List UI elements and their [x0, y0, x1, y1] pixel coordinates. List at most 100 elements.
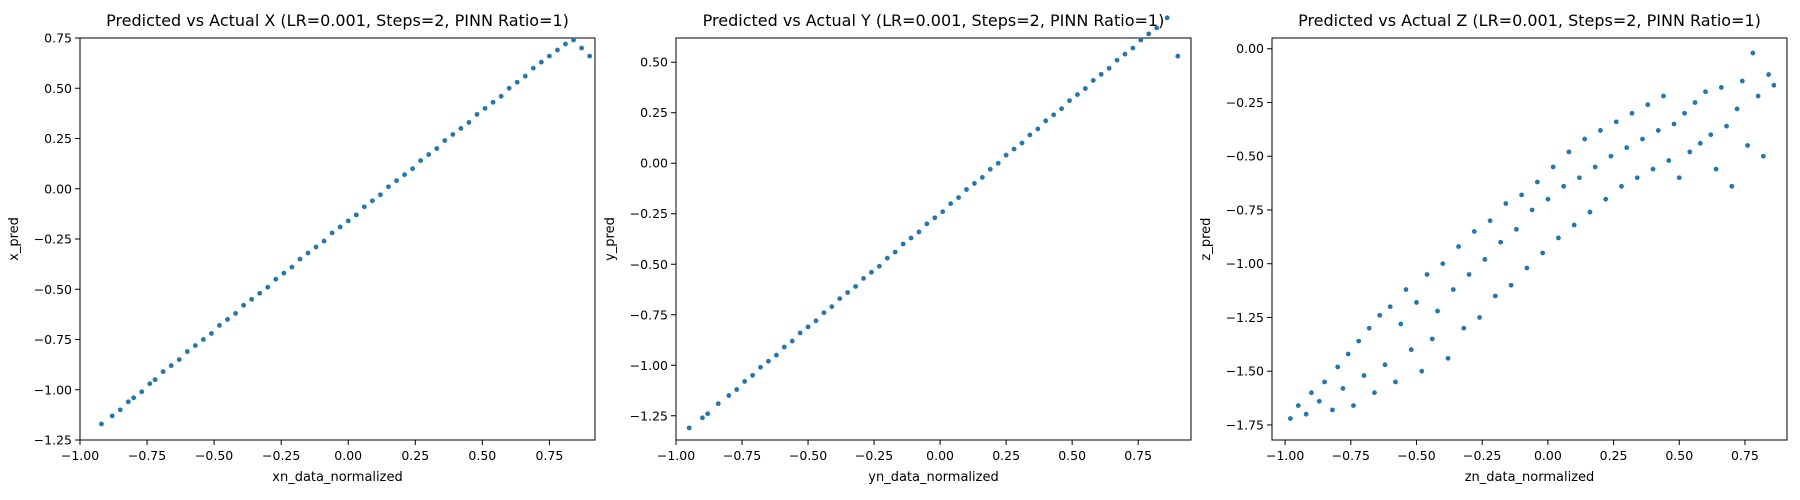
data-point	[1529, 207, 1535, 213]
data-point	[168, 363, 174, 369]
y-tick-label: −1.25	[34, 433, 72, 448]
data-point	[498, 93, 504, 99]
y-tick-label: −1.00	[1226, 256, 1264, 271]
x-tick-label: −0.25	[1463, 448, 1501, 463]
data-point	[900, 241, 906, 247]
data-point	[1708, 132, 1714, 138]
data-point	[1713, 166, 1719, 172]
x-tick-label: 0.00	[1534, 448, 1562, 463]
data-point	[538, 59, 544, 65]
data-point	[482, 105, 488, 111]
data-point	[1051, 112, 1057, 118]
data-point	[1075, 92, 1080, 97]
data-point	[1634, 175, 1640, 181]
data-point	[686, 425, 692, 431]
data-point	[948, 201, 954, 207]
data-point	[394, 178, 399, 184]
data-point	[1377, 312, 1383, 318]
data-point	[813, 318, 819, 324]
data-point	[1608, 153, 1614, 159]
data-point	[563, 41, 568, 47]
data-point	[434, 146, 440, 151]
y-tick-label: 0.00	[44, 181, 72, 196]
x-tick-label: 0.00	[334, 448, 362, 463]
plot-frame-z	[1271, 37, 1788, 441]
y-tick-label: 0.00	[640, 156, 668, 171]
data-point	[99, 421, 104, 427]
x-tick-label: 0.50	[1058, 448, 1086, 463]
data-point	[1393, 379, 1398, 385]
x-tick-label: 0.75	[1124, 448, 1152, 463]
data-point	[758, 364, 763, 370]
data-point	[964, 187, 969, 192]
data-point	[1676, 175, 1682, 181]
data-point	[1456, 244, 1461, 249]
data-point	[321, 238, 327, 244]
data-point	[466, 120, 472, 125]
data-point	[1461, 325, 1467, 331]
data-point	[386, 184, 391, 190]
data-point	[829, 304, 835, 310]
data-point	[418, 158, 424, 164]
x-tick-label: 0.75	[1731, 448, 1759, 463]
data-point	[273, 276, 279, 282]
x-tick-label: −0.25	[262, 448, 300, 463]
data-point	[209, 331, 214, 336]
data-point	[109, 413, 115, 419]
y-tick-label: −1.75	[1226, 417, 1264, 432]
data-point	[1503, 201, 1509, 206]
data-point	[474, 111, 480, 117]
data-point	[750, 372, 755, 378]
data-point	[1682, 110, 1687, 116]
data-point	[571, 37, 576, 43]
y-tick-label: 0.75	[44, 31, 72, 46]
data-point	[1477, 315, 1482, 320]
data-point	[555, 47, 560, 53]
data-point	[1429, 336, 1435, 342]
plot-frame-y	[675, 37, 1192, 441]
data-point	[1106, 65, 1112, 71]
x-tick-label: −0.75	[1332, 448, 1370, 463]
data-point	[1082, 86, 1088, 91]
data-point	[530, 65, 536, 71]
x-tick-label: −1.00	[61, 448, 99, 463]
y-tick-label: −0.50	[1226, 149, 1264, 164]
data-point	[1122, 51, 1128, 57]
data-point	[587, 53, 593, 59]
y-tick-label: −0.25	[630, 206, 668, 221]
data-point	[1729, 183, 1735, 189]
data-point	[1545, 196, 1551, 202]
data-point	[884, 255, 890, 261]
data-point	[1524, 265, 1530, 271]
data-point	[1508, 282, 1514, 288]
data-point	[1550, 164, 1556, 170]
data-point	[837, 296, 843, 301]
data-point	[1582, 136, 1588, 142]
data-point	[1130, 45, 1136, 51]
data-point	[139, 389, 145, 395]
x-tick-label: 0.25	[1600, 448, 1628, 463]
data-point	[281, 270, 287, 276]
x-axis-label-y: yn_data_normalized	[868, 470, 998, 485]
data-point	[1492, 293, 1498, 299]
data-point	[1624, 145, 1630, 151]
data-point	[773, 352, 779, 358]
data-point	[1295, 403, 1301, 409]
data-point	[1164, 15, 1170, 21]
data-point	[1366, 325, 1372, 331]
data-point	[1154, 25, 1160, 31]
x-tick-label: 0.50	[468, 448, 496, 463]
data-point	[192, 343, 198, 348]
x-axis-label-z: zn_data_normalized	[1465, 470, 1595, 485]
data-point	[1340, 386, 1346, 391]
y-tick-label: −0.75	[630, 307, 668, 322]
data-point	[265, 284, 271, 290]
y-tick-label: 0.50	[44, 81, 72, 96]
data-point	[1035, 126, 1041, 132]
data-point	[781, 344, 787, 350]
y-tick-label: −1.25	[1226, 310, 1264, 325]
x-tick-label: 0.75	[535, 448, 563, 463]
data-point	[1466, 272, 1472, 277]
y-tick-label: −1.00	[34, 382, 72, 397]
